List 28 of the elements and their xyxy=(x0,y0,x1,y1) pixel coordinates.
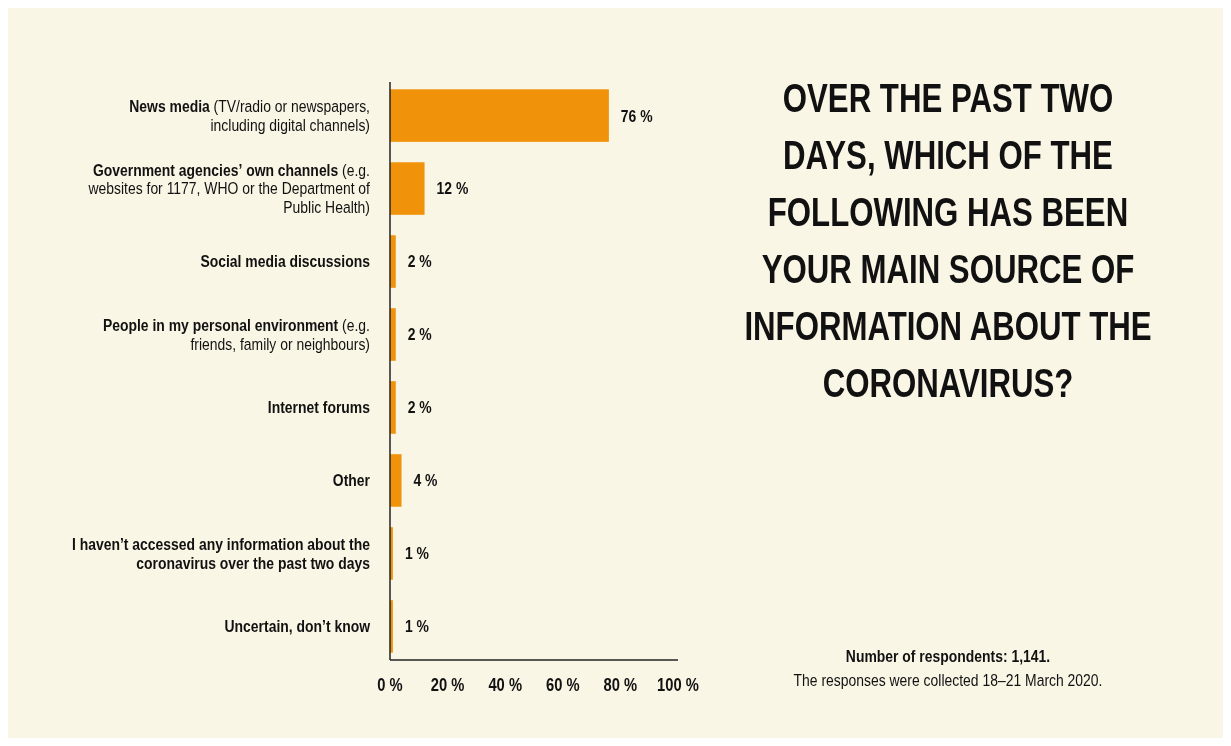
x-tick-label: 40 % xyxy=(488,674,523,695)
data-label: 76 % xyxy=(620,106,653,125)
x-tick-label: 100 % xyxy=(657,674,700,695)
bar xyxy=(390,454,402,507)
text: Number of respondents: 1,141. xyxy=(845,646,1051,666)
y-tick-label: Internet forums xyxy=(267,398,370,417)
x-tick-label: 20 % xyxy=(430,674,465,695)
data-label: 2 % xyxy=(407,398,432,417)
data-label: 2 % xyxy=(407,252,432,271)
x-tick-label: 80 % xyxy=(603,674,638,695)
text: OVER THE PAST TWO DAYS, WHICH OF THE FOLLOWING HAS BEEN YOUR MAIN SOURCE OF INFORMATION ABOUT THE CORONAVIRUS? xyxy=(744,76,1152,406)
data-label: 4 % xyxy=(413,471,438,490)
data-label: 1 % xyxy=(404,544,430,563)
category-label: People in my personal environment (e.g. friends, family or neighbours) xyxy=(102,315,370,354)
text: The responses were collected 18–21 March 2020. xyxy=(793,670,1103,690)
y-tick-label: Uncertain, don’t know xyxy=(224,617,371,636)
category-label: Government agencies’ own channels (e.g. websites for 1177, WHO or the Department of Public Health) xyxy=(88,160,370,217)
category-label: I haven’t accessed any information about the coronavirus over the past two days xyxy=(71,534,370,573)
data-label: 12 % xyxy=(436,179,469,198)
data-label: 1 % xyxy=(404,617,430,636)
x-tick-label: 0 % xyxy=(377,674,404,695)
category-label: News media (TV/radio or newspapers, including digital channels) xyxy=(129,96,370,135)
bar xyxy=(390,89,609,142)
x-tick-label: 60 % xyxy=(546,674,580,695)
y-tick-label: Other xyxy=(332,471,370,490)
bar xyxy=(390,162,425,215)
y-tick-label: Social media discussions xyxy=(200,252,370,271)
data-label: 2 % xyxy=(407,325,432,344)
